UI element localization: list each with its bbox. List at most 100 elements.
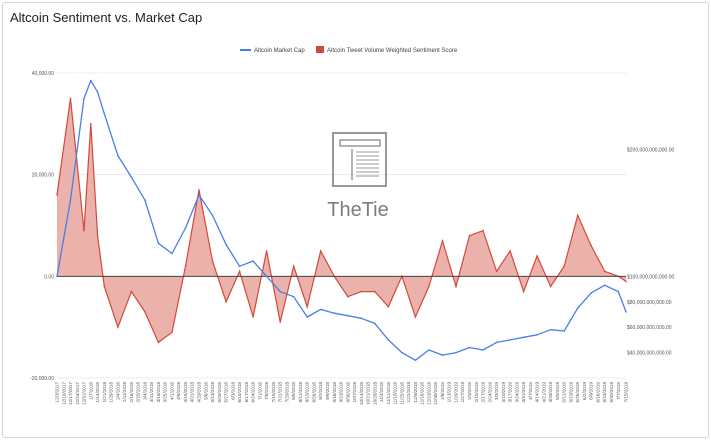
x-tick-label: 5/19/2019 bbox=[568, 382, 573, 403]
market-cap-point bbox=[130, 176, 133, 178]
sentiment-point bbox=[522, 290, 525, 293]
market-cap-point bbox=[225, 243, 227, 246]
x-tick-label: 2/3/2019 bbox=[467, 382, 472, 400]
market-cap-point bbox=[265, 275, 268, 278]
x-tick-label: 5/27/2018 bbox=[224, 382, 229, 403]
sentiment-point bbox=[144, 311, 146, 313]
x-tick-label: 12/2/2018 bbox=[406, 382, 411, 403]
left-tick-label: -20,000.00 bbox=[30, 376, 54, 382]
x-tick-label: 12/10/2017 bbox=[61, 382, 66, 405]
x-tick-label: 4/14/2019 bbox=[535, 382, 540, 403]
x-tick-label: 3/11/2018 bbox=[149, 382, 154, 403]
x-tick-label: 6/9/2019 bbox=[589, 382, 594, 400]
market-cap-point bbox=[522, 336, 525, 339]
x-axis-ticks: 12/3/2017 12/10/2017 12/17/2017 12/24/2017 1… bbox=[55, 382, 629, 406]
market-cap-point bbox=[96, 91, 99, 93]
x-tick-label: 4/8/2018 bbox=[176, 382, 181, 400]
x-tick-label: 5/12/2019 bbox=[562, 382, 567, 403]
x-tick-label: 9/16/2018 bbox=[332, 382, 337, 403]
sentiment-point bbox=[414, 316, 417, 318]
x-tick-label: 5/20/2018 bbox=[217, 382, 222, 403]
right-tick-label: $40,000,000,000.00 bbox=[627, 351, 672, 357]
market-cap-point bbox=[590, 292, 592, 294]
x-tick-label: 3/31/2019 bbox=[521, 382, 526, 403]
x-tick-label: 7/15/2018 bbox=[271, 382, 276, 403]
sentiment-point bbox=[576, 214, 579, 217]
logo-bar bbox=[339, 139, 381, 147]
sentiment-point bbox=[117, 326, 119, 329]
left-tick-label: 40,000.00 bbox=[32, 71, 54, 77]
market-cap-line bbox=[56, 79, 627, 362]
grid-lines bbox=[57, 72, 626, 379]
market-cap-point bbox=[347, 314, 349, 317]
x-tick-label: 1/28/2018 bbox=[109, 382, 114, 403]
x-tick-label: 12/31/2017 bbox=[82, 382, 87, 405]
market-cap-point bbox=[468, 346, 471, 349]
market-cap-point bbox=[252, 260, 254, 262]
x-tick-label: 4/28/2019 bbox=[548, 382, 553, 403]
right-tick-label: $200,000,000,000.00 bbox=[627, 147, 674, 153]
x-tick-label: 12/17/2017 bbox=[68, 382, 73, 405]
x-tick-label: 10/21/2018 bbox=[366, 382, 371, 405]
sentiment-point bbox=[184, 265, 187, 268]
market-cap-point bbox=[292, 295, 295, 298]
x-tick-label: 4/21/2019 bbox=[541, 382, 546, 403]
market-cap-point bbox=[414, 359, 417, 362]
x-tick-label: 2/18/2018 bbox=[129, 382, 134, 403]
x-tick-label: 3/18/2018 bbox=[156, 382, 161, 403]
sentiment-point bbox=[374, 290, 376, 293]
sentiment-point bbox=[130, 290, 133, 293]
sentiment-point bbox=[171, 331, 173, 334]
x-tick-label: 7/8/2018 bbox=[264, 382, 269, 400]
sentiment-point bbox=[292, 265, 295, 268]
sentiment-point bbox=[225, 301, 227, 303]
x-tick-label: 2/11/2018 bbox=[122, 382, 127, 403]
x-tick-label: 2/17/2019 bbox=[481, 382, 486, 403]
legend: Altcoin Market Cap Altcoin Tweet Volume … bbox=[240, 46, 458, 54]
market-cap-point bbox=[103, 112, 106, 115]
x-tick-label: 1/6/2019 bbox=[440, 382, 445, 400]
market-cap-point bbox=[83, 97, 85, 100]
x-tick-label: 2/4/2018 bbox=[115, 382, 120, 400]
market-cap-point bbox=[617, 290, 620, 293]
sentiment-point bbox=[83, 229, 85, 232]
logo-text: TheTie bbox=[327, 199, 389, 221]
sentiment-point bbox=[468, 234, 471, 237]
x-tick-label: 7/7/2019 bbox=[616, 382, 621, 400]
left-tick-label: 20,000.00 bbox=[32, 173, 54, 179]
sentiment-point bbox=[198, 189, 200, 191]
market-cap-point bbox=[576, 307, 579, 309]
sentiment-point bbox=[509, 250, 511, 252]
sentiment-point bbox=[279, 321, 282, 323]
right-tick-label: $100,000,000,000.00 bbox=[627, 274, 674, 280]
market-cap-point bbox=[144, 199, 146, 201]
x-tick-label: 9/23/2018 bbox=[339, 382, 344, 403]
x-tick-label: 10/28/2018 bbox=[372, 382, 377, 405]
x-tick-label: 11/18/2018 bbox=[393, 382, 398, 405]
market-cap-point bbox=[171, 252, 173, 255]
sentiment-point bbox=[306, 306, 309, 308]
sentiment-point bbox=[96, 234, 99, 237]
x-tick-label: 4/22/2018 bbox=[190, 382, 195, 403]
x-tick-label: 8/5/2018 bbox=[291, 382, 296, 400]
x-tick-label: 6/30/2019 bbox=[609, 382, 614, 403]
market-cap-point bbox=[117, 154, 119, 157]
x-tick-label: 4/7/2019 bbox=[528, 382, 533, 400]
x-tick-label: 11/25/2018 bbox=[399, 382, 404, 405]
x-tick-label: 7/29/2018 bbox=[284, 382, 289, 403]
market-cap-point bbox=[56, 275, 58, 278]
x-tick-label: 3/3/2019 bbox=[494, 382, 499, 400]
x-tick-label: 10/14/2018 bbox=[359, 382, 364, 405]
sentiment-point bbox=[625, 280, 627, 283]
market-cap-point bbox=[238, 265, 241, 268]
market-cap-point bbox=[211, 214, 214, 217]
x-tick-label: 11/4/2018 bbox=[379, 382, 384, 403]
market-cap-point bbox=[198, 194, 200, 196]
legend-swatch-sentiment bbox=[316, 46, 324, 53]
sentiment-point bbox=[563, 265, 565, 268]
x-tick-label: 12/30/2018 bbox=[433, 382, 438, 405]
x-tick-label: 6/10/2018 bbox=[237, 382, 242, 403]
x-tick-label: 6/3/2018 bbox=[230, 382, 235, 400]
x-tick-label: 12/23/2018 bbox=[426, 382, 431, 405]
market-cap-point bbox=[319, 308, 322, 311]
